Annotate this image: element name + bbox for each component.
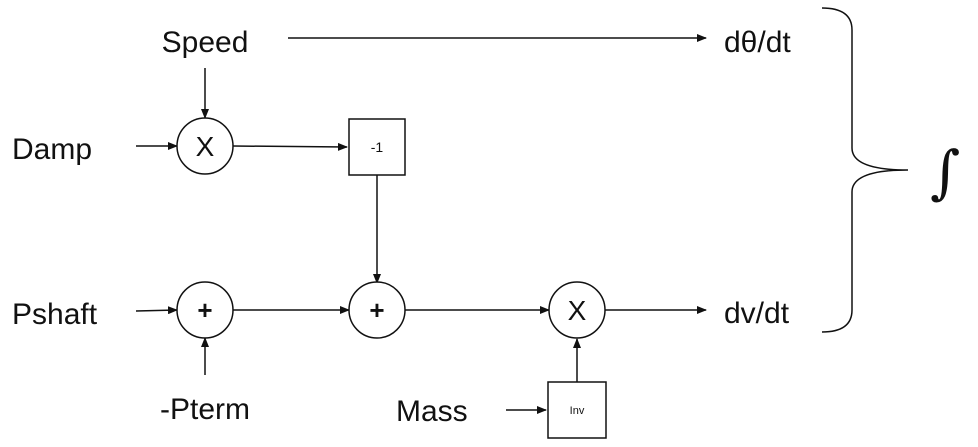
damp-multiplier-node: X xyxy=(176,117,234,175)
total-sum-node: + xyxy=(348,281,406,339)
output-bracket xyxy=(821,7,909,333)
dv-dt-label: dv/dt xyxy=(724,297,790,330)
pterm-label: -Pterm xyxy=(160,393,250,426)
power-sum-symbol: + xyxy=(197,295,212,325)
mass-label: Mass xyxy=(396,395,468,428)
speed-label: Speed xyxy=(162,26,249,59)
damp-multiplier-symbol: X xyxy=(196,131,215,162)
mass-multiplier-symbol: X xyxy=(568,295,587,326)
integral-symbol: ∫ xyxy=(930,138,960,206)
total-sum-symbol: + xyxy=(369,295,384,325)
negate-block-label: -1 xyxy=(371,139,384,155)
dtheta-dt-label: dθ/dt xyxy=(724,26,791,59)
multiplier-to-negate-arrow xyxy=(232,142,348,151)
inverse-block-label: Inv xyxy=(570,405,585,417)
inverse-block: Inv xyxy=(547,381,607,439)
pshaft-to-sum-arrow xyxy=(135,306,178,315)
mass-multiplier-node: X xyxy=(548,281,606,339)
power-sum-node: + xyxy=(176,281,234,339)
damp-label: Damp xyxy=(12,133,92,166)
pshaft-label: Pshaft xyxy=(12,298,98,331)
negate-block: -1 xyxy=(348,118,406,176)
